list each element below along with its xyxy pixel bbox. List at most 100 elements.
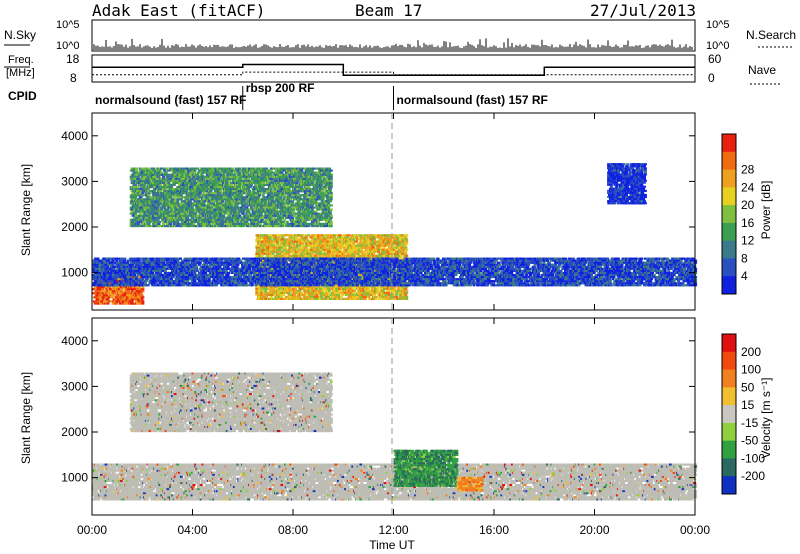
heatmap-cell [180, 206, 184, 209]
heatmap-cell [171, 200, 175, 203]
heatmap-cell [167, 169, 171, 172]
heatmap-cell [134, 212, 138, 215]
heatmap-cell [319, 214, 323, 217]
heatmap-cell [136, 296, 140, 299]
heatmap-cell [201, 177, 205, 180]
heatmap-cell [154, 175, 158, 178]
heatmap-cell [188, 181, 191, 184]
heatmap-cell [213, 222, 217, 225]
freq-panel: Freq. [MHz] 18 8 60 0 Nave [4, 52, 780, 85]
heatmap-cell [295, 173, 299, 176]
heatmap-cell [257, 177, 261, 180]
heatmap-cell [291, 202, 295, 205]
heatmap-cell [169, 196, 173, 199]
heatmap-cell [262, 181, 266, 184]
heatmap-cell [136, 206, 139, 209]
heatmap-cell [193, 218, 197, 221]
heatmap-cell [270, 204, 274, 207]
heatmap-cell [267, 222, 271, 225]
heatmap-cell [241, 175, 244, 178]
heatmap-cell [170, 183, 174, 186]
heatmap-cell [251, 200, 255, 203]
heatmap-cell [134, 292, 138, 295]
heatmap-cell [302, 198, 305, 201]
heatmap-cell [269, 188, 273, 191]
heatmap-cell [233, 177, 237, 180]
heatmap-cell [135, 220, 139, 223]
heatmap-cell [223, 171, 226, 174]
heatmap-cell [204, 220, 208, 223]
heatmap-cell [156, 206, 160, 209]
heatmap-cell [268, 218, 272, 221]
heatmap-cell [283, 204, 287, 207]
heatmap-cell [173, 216, 177, 219]
heatmap-cell [294, 169, 298, 172]
heatmap-cell [162, 167, 165, 170]
heatmap-cell [196, 175, 200, 178]
heatmap-cell [213, 208, 217, 211]
heatmap-cell [133, 177, 137, 180]
heatmap-cell [276, 173, 279, 176]
heatmap-cell [237, 194, 241, 197]
heatmap-cell [194, 220, 198, 223]
heatmap-cell [270, 208, 274, 211]
heatmap-cell [130, 300, 134, 303]
heatmap-cell [172, 190, 176, 193]
heatmap-cell [234, 179, 238, 182]
heatmap-cell [202, 198, 206, 201]
freq-label-line1: Freq. [8, 54, 34, 66]
heatmap-cell [302, 218, 306, 221]
heatmap-cell [131, 214, 135, 217]
heatmap-cell [172, 171, 176, 174]
heatmap-cell [137, 181, 141, 184]
heatmap-cell [152, 181, 156, 184]
heatmap-cell [242, 200, 246, 203]
heatmap-cell [279, 225, 283, 228]
heatmap-cell [151, 177, 155, 180]
heatmap-cell [261, 204, 265, 207]
heatmap-cell [225, 206, 229, 209]
heatmap-cell [329, 216, 333, 219]
heatmap-cell [310, 210, 313, 213]
heatmap-cell [145, 181, 149, 184]
heatmap-cell [241, 218, 244, 221]
heatmap-cell [322, 208, 326, 211]
heatmap-cell [290, 210, 294, 213]
heatmap-cell [149, 200, 153, 203]
heatmap-cell [153, 186, 157, 189]
heatmap-cell [243, 208, 247, 211]
heatmap-cell [320, 188, 324, 191]
heatmap-cell [223, 192, 226, 195]
heatmap-cell [147, 190, 151, 193]
heatmap-cell [301, 194, 305, 197]
heatmap-cell [245, 202, 249, 205]
heatmap-cell [198, 179, 202, 182]
heatmap-cell [288, 173, 292, 176]
heatmap-cell [227, 206, 231, 209]
heatmap-cell [311, 222, 315, 225]
heatmap-cell [327, 202, 331, 205]
heatmap-cell [251, 177, 255, 180]
heatmap-cell [262, 190, 266, 193]
heatmap-cell [179, 202, 183, 205]
heatmap-cell [293, 220, 296, 223]
heatmap-cell [206, 198, 210, 201]
heatmap-cell [224, 204, 228, 207]
heatmap-cell [248, 196, 252, 199]
heatmap-cell [268, 183, 272, 186]
heatmap-cell [128, 296, 132, 299]
heatmap-cell [210, 210, 214, 213]
heatmap-cell [317, 177, 321, 180]
heatmap-cell [258, 198, 262, 201]
heatmap-cell [180, 177, 184, 180]
heatmap-cell [207, 222, 211, 225]
heatmap-cell [104, 286, 108, 289]
heatmap-cell [191, 225, 195, 228]
heatmap-cell [109, 300, 113, 303]
heatmap-cell [166, 177, 170, 180]
heatmap-cell [162, 200, 165, 203]
heatmap-cell [236, 210, 240, 213]
heatmap-cell [170, 220, 174, 223]
heatmap-cell [283, 210, 287, 213]
heatmap-cell [223, 186, 227, 189]
